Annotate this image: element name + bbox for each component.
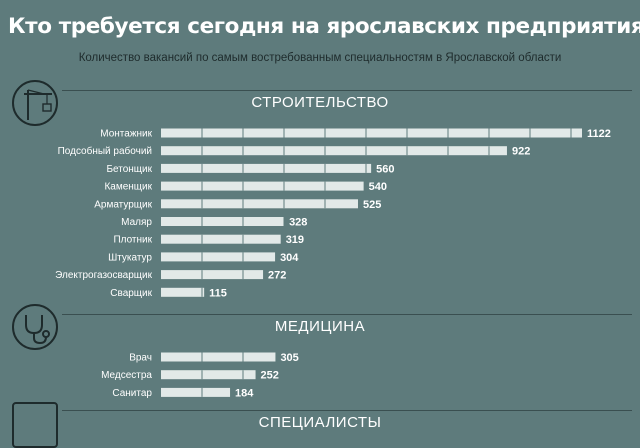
category-label: Санитар bbox=[112, 388, 152, 399]
value-label: 305 bbox=[280, 352, 298, 364]
bar bbox=[161, 352, 276, 362]
bar bbox=[161, 387, 231, 397]
value-label: 272 bbox=[268, 270, 286, 282]
category-label: Штукатур bbox=[108, 252, 152, 263]
bar bbox=[161, 181, 364, 191]
value-label: 304 bbox=[280, 252, 299, 264]
section-divider bbox=[62, 410, 632, 411]
value-label: 115 bbox=[209, 287, 227, 299]
category-label: Электрогазосварщик bbox=[55, 270, 152, 281]
section-title-construction: СТРОИТЕЛЬСТВО bbox=[251, 94, 389, 111]
value-label: 1122 bbox=[587, 128, 611, 140]
section-divider bbox=[62, 314, 632, 315]
bar bbox=[161, 146, 507, 156]
value-label: 922 bbox=[512, 146, 530, 158]
bar bbox=[161, 370, 256, 380]
category-label: Медсестра bbox=[101, 370, 152, 381]
bar-chart: Монтажник 1122 Подсобный рабочий 922 Бетонщи… bbox=[55, 128, 611, 399]
bar bbox=[161, 128, 582, 138]
category-label: Подсобный рабочий bbox=[58, 145, 152, 157]
value-label: 328 bbox=[289, 217, 307, 229]
category-label: Маляр bbox=[121, 217, 152, 228]
category-label: Бетонщик bbox=[106, 164, 152, 175]
bar bbox=[161, 199, 358, 209]
category-label: Сварщик bbox=[110, 288, 152, 299]
crane-icon bbox=[12, 80, 58, 126]
value-label: 319 bbox=[286, 234, 304, 246]
value-label: 540 bbox=[369, 181, 387, 193]
stethoscope-icon bbox=[12, 304, 58, 350]
section-divider bbox=[62, 90, 632, 91]
category-label: Врач bbox=[129, 353, 152, 364]
bar bbox=[161, 287, 205, 297]
bar bbox=[161, 234, 281, 244]
value-label: 184 bbox=[235, 387, 254, 399]
value-label: 560 bbox=[376, 163, 394, 175]
value-label: 525 bbox=[363, 199, 381, 211]
page-title: Кто требуется сегодня на ярославских пре… bbox=[8, 14, 640, 39]
section-title-medicine: МЕДИЦИНА bbox=[274, 318, 366, 335]
value-label: 252 bbox=[261, 370, 279, 382]
category-label: Каменщик bbox=[104, 182, 152, 193]
page-subtitle: Количество вакансий по самым востребован… bbox=[78, 52, 562, 64]
bar bbox=[161, 270, 264, 280]
category-label: Арматурщик bbox=[94, 199, 152, 210]
bar bbox=[161, 252, 276, 262]
category-label: Монтажник bbox=[100, 129, 152, 140]
bar bbox=[161, 217, 285, 226]
category-label: Плотник bbox=[113, 235, 152, 246]
bar bbox=[161, 163, 372, 173]
